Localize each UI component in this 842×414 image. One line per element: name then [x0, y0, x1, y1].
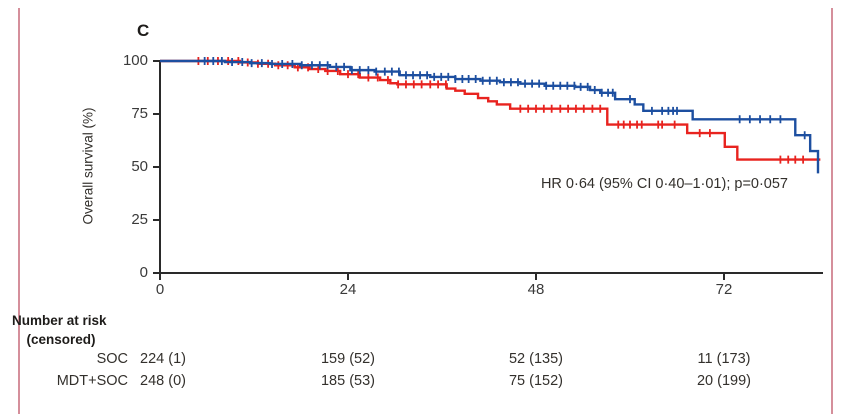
x-tick-label: 72 — [715, 281, 733, 298]
risk-cell: 75 (152) — [508, 373, 564, 389]
censor-marks-SOC — [197, 57, 805, 164]
risk-cell: 52 (135) — [508, 351, 564, 367]
figure-border-right — [831, 8, 833, 414]
y-tick-label: 25 — [131, 211, 148, 228]
survival-curve-SOC — [160, 59, 821, 161]
x-tick-label: 0 — [155, 281, 165, 298]
y-tick-label: 75 — [131, 105, 148, 122]
risk-cell: 20 (199) — [696, 373, 752, 389]
risk-cell: 224 (1) — [140, 351, 186, 367]
panel-label: C — [137, 21, 150, 40]
survival-curve-MDT-SOC — [160, 59, 820, 174]
risk-cell: 11 (173) — [697, 351, 751, 367]
y-tick-label: 100 — [122, 52, 148, 69]
risk-table-header: Number at risk (censored) — [12, 311, 110, 349]
x-tick-label: 48 — [527, 281, 545, 298]
risk-table-header-line2: (censored) — [26, 332, 96, 347]
x-tick-label: 24 — [339, 281, 357, 298]
hazard-ratio-annotation: HR 0·64 (95% CI 0·40–1·01); p=0·057 — [540, 176, 788, 192]
axes — [153, 60, 823, 280]
risk-cell: 248 (0) — [140, 373, 186, 389]
risk-cell: 185 (53) — [320, 373, 376, 389]
risk-row-label: SOC — [96, 351, 128, 367]
figure-border-left — [18, 8, 20, 414]
risk-table-header-line1: Number at risk — [12, 313, 107, 328]
y-tick-label: 0 — [139, 264, 148, 281]
risk-cell: 159 (52) — [320, 351, 376, 367]
censor-marks-MDT-SOC — [203, 57, 806, 140]
y-tick-label: 50 — [131, 158, 148, 175]
risk-row-label: MDT+SOC — [56, 373, 128, 389]
